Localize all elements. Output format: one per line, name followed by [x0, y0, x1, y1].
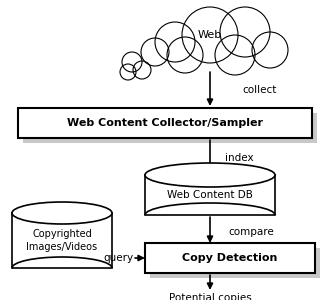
Circle shape	[155, 22, 195, 62]
Text: Web Content DB: Web Content DB	[167, 190, 253, 200]
Circle shape	[120, 64, 136, 80]
Circle shape	[215, 35, 255, 75]
Circle shape	[167, 37, 203, 73]
Bar	[18, 108, 312, 138]
Text: Potential copies: Potential copies	[169, 293, 251, 300]
Ellipse shape	[12, 202, 112, 224]
Circle shape	[122, 52, 142, 72]
Bar	[12, 213, 112, 268]
Text: compare: compare	[228, 227, 274, 237]
Text: index: index	[225, 153, 254, 163]
Bar	[23, 113, 317, 143]
Text: Web Content Collector/Sampler: Web Content Collector/Sampler	[67, 118, 263, 128]
Circle shape	[133, 61, 151, 79]
Ellipse shape	[145, 163, 275, 187]
Text: collect: collect	[242, 85, 276, 95]
Circle shape	[252, 32, 288, 68]
Text: query: query	[103, 253, 133, 263]
Text: Copy Detection: Copy Detection	[182, 253, 278, 263]
Circle shape	[182, 7, 238, 63]
Text: Web: Web	[198, 30, 222, 40]
Text: Copyrighted
Images/Videos: Copyrighted Images/Videos	[26, 229, 97, 252]
Bar	[145, 243, 315, 273]
Circle shape	[141, 38, 169, 66]
Bar	[150, 248, 320, 278]
Bar	[145, 175, 275, 215]
Circle shape	[220, 7, 270, 57]
